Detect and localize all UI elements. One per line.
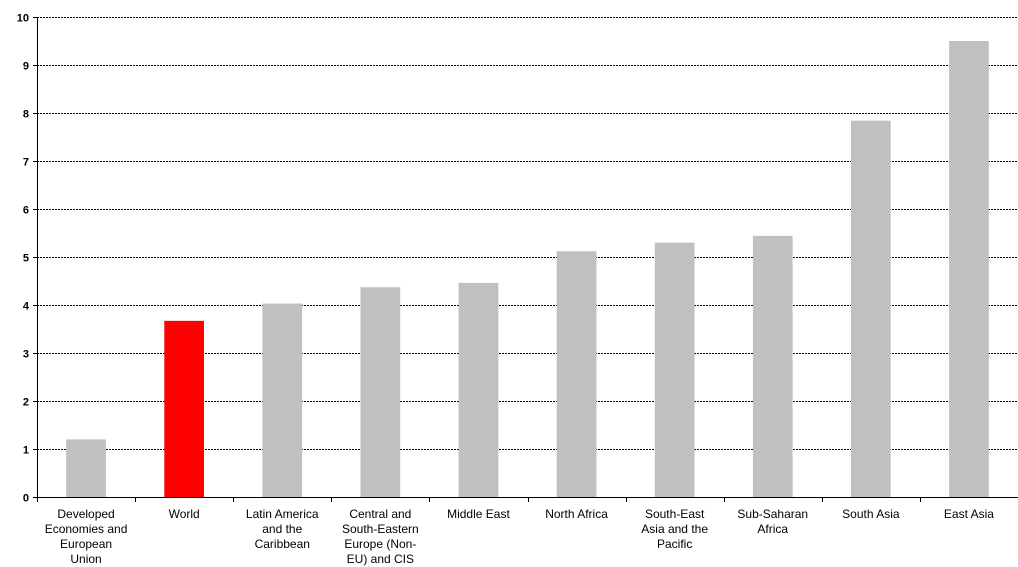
y-tick-label-4: 4 (23, 301, 30, 313)
bar-3 (360, 287, 401, 497)
bar-8 (850, 120, 891, 498)
x-tick-label-4: Middle East (447, 507, 510, 521)
x-tick-label-3: Central and South-Eastern Europe (Non-EU) … (342, 507, 419, 566)
x-tick-label-7: Sub-Saharan Africa (737, 507, 808, 536)
bar-1 (164, 320, 205, 497)
y-tick-label-0: 0 (23, 493, 29, 505)
y-tick-label-1: 1 (23, 445, 29, 457)
y-tick-label-2: 2 (23, 397, 29, 409)
bar-6 (654, 242, 695, 497)
x-tick-label-5: North Africa (545, 507, 608, 521)
x-tick-labels: Developed Economies and European Union World… (45, 507, 995, 566)
y-tick-label-8: 8 (23, 109, 29, 121)
bar-7 (752, 235, 793, 497)
bar-5 (556, 251, 597, 497)
x-tick-label-6: South-East Asia and the Pacific (641, 507, 708, 551)
y-tick-labels: 0 1 2 3 4 5 6 7 8 9 10 (17, 13, 30, 505)
bar-9 (949, 41, 989, 497)
x-tick-label-2: Latin America and the Caribbean (246, 507, 319, 551)
x-tick-label-9: East Asia (944, 507, 994, 521)
y-tick-label-6: 6 (23, 205, 29, 217)
y-tick-label-3: 3 (23, 349, 29, 361)
bar-0 (66, 439, 106, 497)
x-tick-label-8: South Asia (842, 507, 900, 521)
bars (66, 41, 989, 498)
bar-4 (458, 282, 499, 497)
x-tick-label-1: World (169, 507, 200, 521)
axes (33, 17, 1018, 502)
y-tick-label-7: 7 (23, 157, 29, 169)
bar-2 (262, 303, 303, 497)
x-tick-label-0: Developed Economies and European Union (45, 507, 128, 566)
y-tick-label-10: 10 (17, 13, 29, 25)
y-tick-label-9: 9 (23, 61, 29, 73)
y-tick-label-5: 5 (23, 253, 29, 265)
